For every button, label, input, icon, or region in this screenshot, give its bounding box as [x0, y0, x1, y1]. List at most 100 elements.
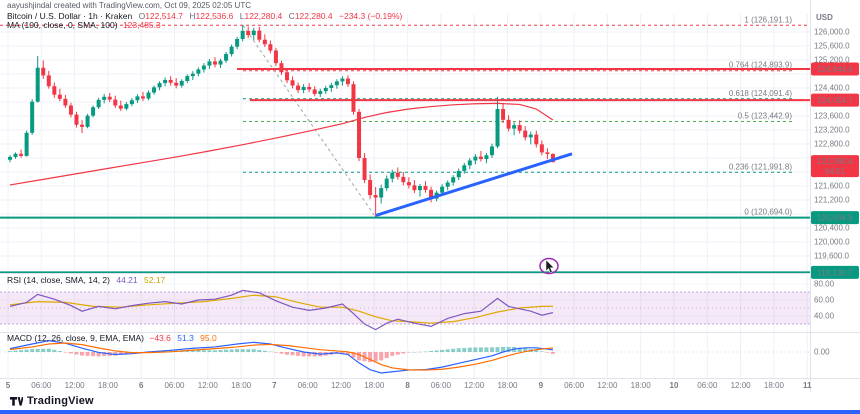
candle [74, 114, 79, 125]
svg-text:123,200.0: 123,200.0 [814, 126, 850, 135]
fib-label-0.618: 0.618 (124,091.4) [729, 89, 792, 98]
svg-text:7: 7 [272, 381, 277, 390]
macd-legend-row[interactable]: MACD (12, 26, close, 9, EMA, EMA) −43.6 … [7, 334, 217, 343]
open-value: 122,514.7 [145, 11, 184, 21]
svg-text:12:00: 12:00 [464, 381, 485, 390]
candle [357, 111, 362, 158]
symbol-title: Bitcoin / U.S. Dollar · 1h · Kraken [7, 11, 133, 21]
ma-value: 123,485.3 [122, 20, 161, 30]
macd-signal-value: 95.0 [200, 333, 217, 343]
candle [290, 80, 295, 86]
candle [395, 172, 400, 177]
svg-text:06:00: 06:00 [431, 381, 452, 390]
footer-bar: TradingView [0, 392, 860, 410]
ma-legend-row[interactable]: MA (100, close, 0, SMA, 100) 123,485.3 [7, 21, 161, 30]
ma-line [9, 102, 554, 186]
svg-text:12:00: 12:00 [731, 381, 752, 390]
cursor-pointer-icon [545, 259, 555, 274]
candle [301, 86, 306, 91]
brand-name: TradingView [27, 395, 94, 407]
candle [489, 146, 494, 156]
svg-text:18:00: 18:00 [364, 381, 385, 390]
candle [8, 156, 12, 160]
candle [80, 124, 85, 127]
svg-text:125,200.0: 125,200.0 [814, 56, 850, 65]
candle [384, 178, 389, 189]
candle [63, 98, 68, 106]
tradingview-brand[interactable]: TradingView [9, 394, 94, 408]
candle [24, 132, 29, 156]
candle [35, 67, 40, 102]
candle [30, 101, 35, 133]
candle [118, 105, 123, 109]
candle [484, 155, 489, 160]
svg-text:121,600.0: 121,600.0 [814, 182, 850, 191]
candle [179, 81, 184, 86]
candle [379, 188, 384, 198]
rsi-value: 44.21 [116, 275, 138, 285]
svg-text:60.00: 60.00 [814, 296, 835, 305]
svg-text:18:00: 18:00 [98, 381, 119, 390]
rsi-legend-row[interactable]: RSI (14, close, SMA, 14, 2) 44.21 52.17 [7, 276, 165, 285]
candle [312, 89, 317, 94]
candle [224, 54, 229, 61]
candle [467, 160, 472, 166]
svg-text:06:00: 06:00 [697, 381, 718, 390]
candle [273, 50, 278, 64]
candle [501, 109, 506, 120]
rsi-band [0, 291, 810, 353]
support-trendline[interactable] [375, 152, 573, 217]
svg-text:12:00: 12:00 [65, 381, 86, 390]
symbol-legend-row[interactable]: Bitcoin / U.S. Dollar · 1h · Kraken O122… [7, 12, 402, 21]
chart-canvas[interactable]: 1 (126,191.1) 0.764 (124,893.9) 0.618 (124… [0, 0, 860, 392]
svg-text:6: 6 [139, 381, 144, 390]
candle [351, 84, 356, 112]
price-axis: USD 126,000.0 125,600.0 125,200.0 124,400.0 1… [811, 13, 859, 357]
bottom-accent-bar [0, 410, 860, 414]
tradingview-logo-icon [10, 397, 23, 406]
line-price-label [811, 93, 859, 107]
candle [495, 109, 500, 147]
svg-text:124,054.7: 124,054.7 [817, 96, 853, 105]
svg-text:54:51: 54:51 [825, 167, 846, 176]
candle [429, 189, 434, 199]
candle [207, 61, 212, 66]
candle [334, 81, 339, 86]
svg-text:120,694.9: 120,694.9 [817, 214, 853, 223]
candle [163, 79, 168, 84]
time-axis-scale[interactable]: 5 06:00 12:00 18:00 6 06:00 12:00 18:00 7 06:00 12… [6, 381, 812, 390]
svg-text:120,000.0: 120,000.0 [814, 238, 850, 247]
svg-text:122,280.4: 122,280.4 [817, 157, 853, 166]
candle [506, 119, 511, 129]
candle [423, 186, 428, 190]
candle [340, 78, 345, 82]
candle [246, 30, 251, 36]
high-value: 122,536.6 [195, 11, 234, 21]
candle [368, 180, 373, 196]
svg-text:125,600.0: 125,600.0 [814, 42, 850, 51]
macd-hist-value: −43.6 [149, 333, 171, 343]
candle [478, 156, 483, 160]
price-axis-scale[interactable]: USD 126,000.0 125,600.0 125,200.0 124,400.0 1… [814, 13, 850, 357]
highlight-ellipse[interactable] [539, 257, 559, 275]
candle [373, 195, 378, 198]
close-label: C [288, 11, 295, 21]
trendline [375, 152, 573, 217]
candle [102, 96, 107, 100]
svg-text:40.00: 40.00 [814, 312, 835, 321]
svg-text:12:00: 12:00 [597, 381, 618, 390]
candle [307, 86, 312, 90]
candle [57, 94, 62, 99]
fib-label-0.236: 0.236 (121,991.8) [729, 162, 792, 171]
annotations [539, 257, 559, 275]
change-value: −234.3 (−0.19%) [339, 11, 403, 21]
rsi-label: RSI (14, close, SMA, 14, 2) [7, 275, 110, 285]
candle [91, 107, 96, 116]
candle [440, 186, 445, 193]
svg-text:18:00: 18:00 [631, 381, 652, 390]
candle [417, 186, 422, 191]
svg-text:USD: USD [816, 13, 833, 22]
svg-text:11: 11 [803, 381, 812, 390]
candle [323, 88, 328, 92]
